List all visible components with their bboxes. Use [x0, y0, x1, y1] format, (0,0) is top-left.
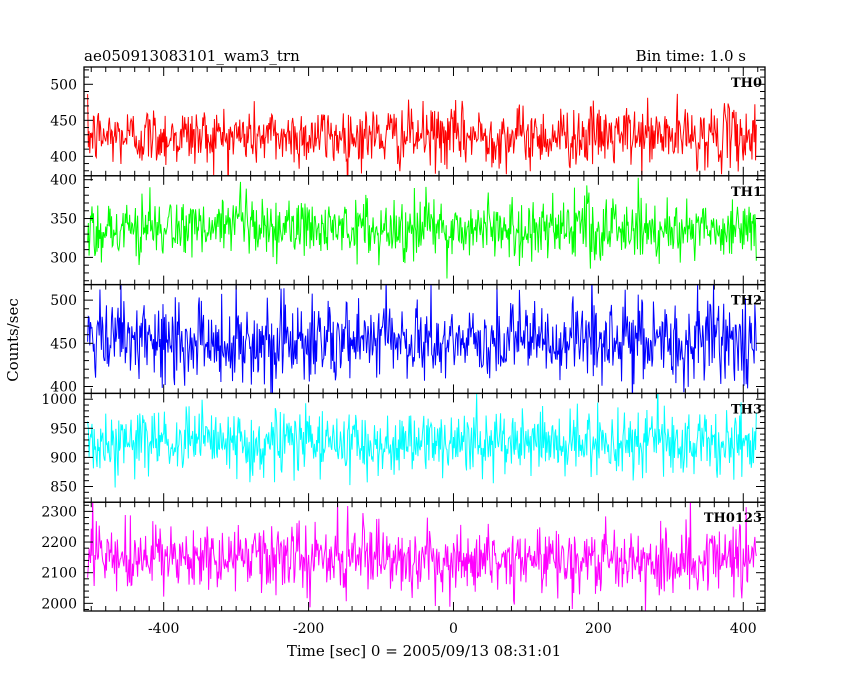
- chart-title: ae050913083101_wam3_trn: [84, 47, 300, 65]
- y-tick-label: 2200: [41, 535, 77, 551]
- y-tick-label: 350: [50, 212, 77, 228]
- y-tick-label: 300: [50, 250, 77, 266]
- panel-label: TH0123: [704, 511, 762, 526]
- y-tick-label: 2300: [41, 504, 77, 520]
- y-tick-label: 950: [50, 421, 77, 437]
- x-tick-label: -400: [148, 621, 179, 637]
- panel-th0123: 2000 2100 2200 2300 TH0123: [41, 501, 766, 612]
- panels-group: 400 450 500 TH0 300 350 400 TH1 400 450 500 TH2 850 9…: [41, 66, 766, 637]
- panel-th3: 850 900 950 1000 TH3: [41, 392, 766, 503]
- series-th2: [87, 284, 757, 394]
- series-th1: [87, 177, 757, 279]
- panel-th1: 300 350 400 TH1: [50, 173, 766, 286]
- y-tick-label: 400: [50, 149, 77, 165]
- y-tick-label: 2100: [41, 566, 77, 582]
- bin-time-label: Bin time: 1.0 s: [636, 47, 746, 65]
- panel-th2: 400 450 500 TH2: [50, 283, 766, 395]
- x-tick-label: 200: [585, 621, 612, 637]
- x-tick-label: -200: [293, 621, 324, 637]
- panel-label: TH1: [731, 185, 762, 200]
- panel-label: TH2: [731, 294, 762, 309]
- x-tick-label: 400: [730, 621, 757, 637]
- panel-frame: [83, 66, 766, 177]
- panel-label: TH0: [731, 76, 762, 91]
- y-tick-label: 400: [50, 173, 77, 189]
- y-tick-label: 400: [50, 379, 77, 395]
- y-tick-label: 1000: [41, 392, 77, 408]
- y-tick-label: 900: [50, 450, 77, 466]
- y-tick-label: 2000: [41, 596, 77, 612]
- x-axis-title: Time [sec] 0 = 2005/09/13 08:31:01: [287, 642, 561, 660]
- y-tick-label: 500: [50, 77, 77, 93]
- y-tick-label: 500: [50, 293, 77, 309]
- series-th0: [87, 93, 757, 176]
- y-axis-title: Counts/sec: [4, 298, 22, 382]
- series-th3: [87, 393, 757, 488]
- x-tick-label: 0: [449, 621, 458, 637]
- series-th0123: [87, 502, 757, 612]
- panel-th0: 400 450 500 TH0: [50, 66, 766, 177]
- panel-label: TH3: [731, 402, 762, 417]
- y-tick-label: 450: [50, 336, 77, 352]
- y-tick-label: 450: [50, 113, 77, 129]
- y-tick-label: 850: [50, 479, 77, 495]
